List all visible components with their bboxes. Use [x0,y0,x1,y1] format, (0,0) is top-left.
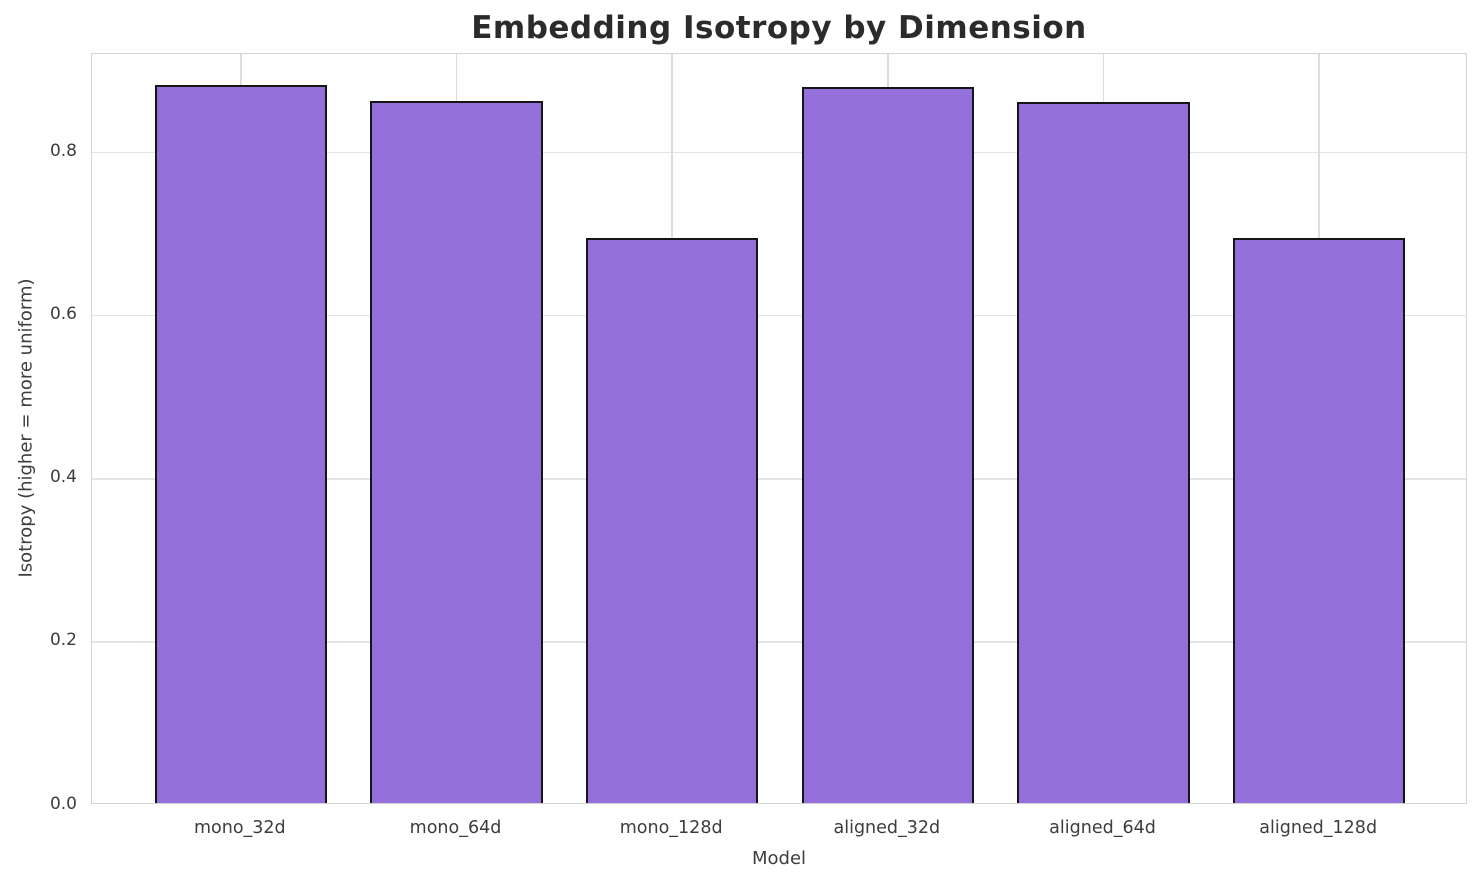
y-tick-label: 0.2 [49,630,77,651]
y-axis-label: Isotropy (higher = more uniform) [15,278,37,578]
x-tick-label: aligned_32d [833,818,941,838]
y-tick-label: 0.8 [49,141,77,162]
bar-aligned_64d [1017,101,1190,803]
bar-mono_128d [585,237,759,803]
h-gridline [92,641,1466,643]
x-tick-label: mono_32d [193,818,286,838]
bar-mono_32d [154,84,328,803]
bar-aligned_128d [1232,237,1406,803]
h-gridline [92,151,1466,154]
chart-title: Embedding Isotropy by Dimension [471,10,1087,46]
x-tick-label: mono_64d [409,818,502,838]
bar-aligned_32d [801,87,975,803]
x-tick-label: aligned_128d [1259,818,1378,838]
x-tick-label: aligned_64d [1049,818,1156,838]
bar-mono_64d [370,100,543,803]
x-tick-label: mono_128d [619,818,723,838]
y-tick-label: 0.6 [49,304,77,325]
x-axis-label: Model [751,848,807,869]
h-gridline [92,314,1466,317]
y-tick-label: 0.4 [49,467,77,488]
plot-area [91,53,1467,804]
y-tick-label: 0.0 [49,793,77,814]
h-gridline [92,478,1466,480]
